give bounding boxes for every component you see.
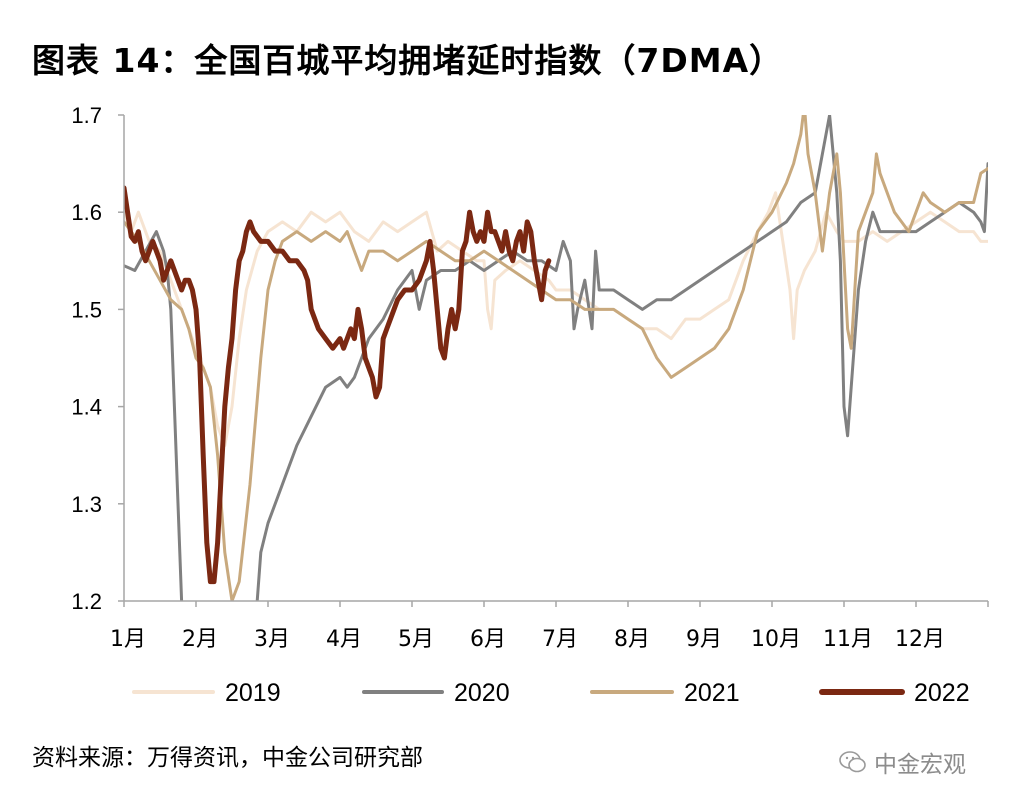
x-tick-label: 4月 xyxy=(326,627,362,652)
x-tick-label: 12月 xyxy=(895,627,945,652)
series-line-2022 xyxy=(124,185,552,585)
series-line-2020 xyxy=(124,115,988,601)
watermark-text: 中金宏观 xyxy=(874,752,966,778)
legend-label-2021: 2021 xyxy=(684,679,740,707)
x-tick-label: 3月 xyxy=(254,627,290,652)
x-tick-label: 10月 xyxy=(751,627,801,652)
y-tick-label: 1.5 xyxy=(71,297,102,322)
x-tick-label: 9月 xyxy=(686,627,722,652)
legend-label-2020: 2020 xyxy=(454,679,510,707)
source-note: 资料来源：万得资讯，中金公司研究部 xyxy=(32,745,423,771)
chart-title: 图表 14：全国百城平均拥堵延时指数（7DMA） xyxy=(32,41,784,80)
y-tick-label: 1.2 xyxy=(71,589,102,614)
x-tick-label: 8月 xyxy=(614,627,650,652)
legend-label-2022: 2022 xyxy=(914,679,970,707)
watermark: 中金宏观 xyxy=(838,745,966,779)
y-tick-label: 1.7 xyxy=(71,103,102,128)
y-tick-label: 1.3 xyxy=(71,492,102,517)
y-tick-label: 1.6 xyxy=(71,200,102,225)
y-tick-label: 1.4 xyxy=(71,395,102,420)
x-tick-label: 2月 xyxy=(182,627,218,652)
x-tick-label: 7月 xyxy=(542,627,578,652)
legend-label-2019: 2019 xyxy=(225,679,281,707)
x-tick-label: 11月 xyxy=(823,627,873,652)
x-tick-label: 5月 xyxy=(398,627,434,652)
wechat-icon xyxy=(839,751,866,773)
x-tick-label: 1月 xyxy=(110,627,146,652)
series-line-2021 xyxy=(124,115,988,601)
x-tick-label: 6月 xyxy=(470,627,506,652)
